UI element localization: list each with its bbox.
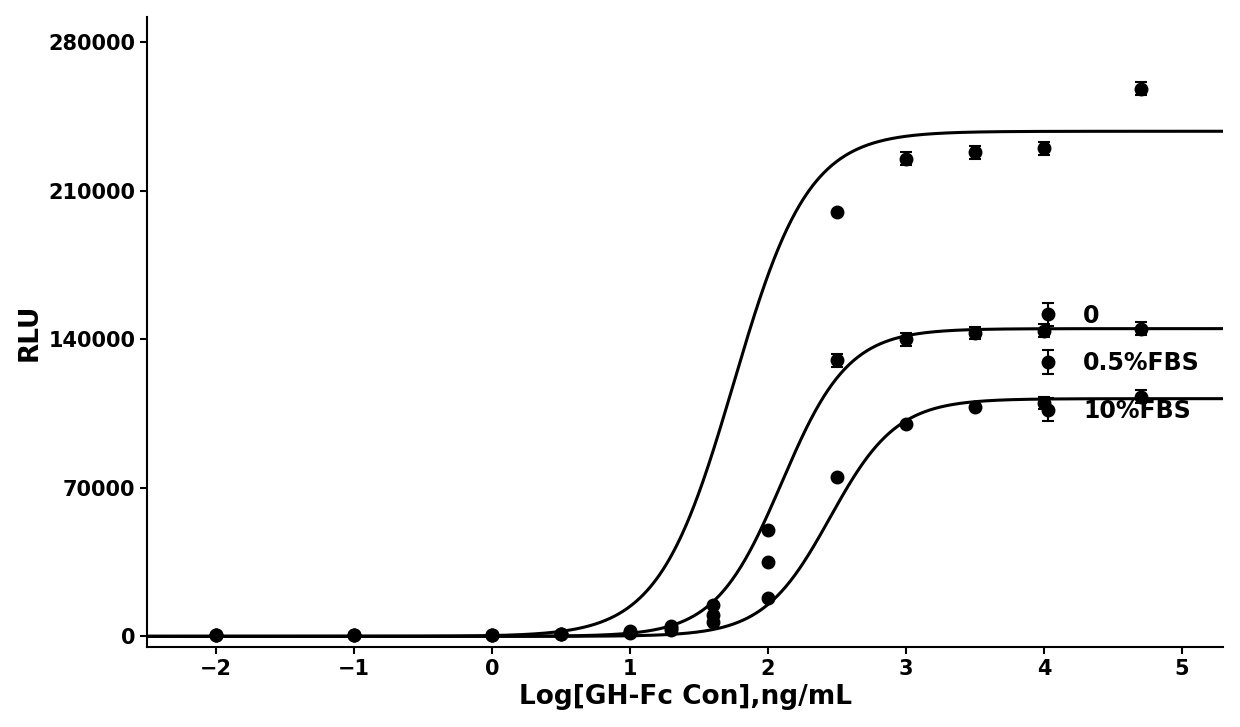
Y-axis label: RLU: RLU <box>16 303 42 361</box>
Legend: 0, 0.5%FBS, 10%FBS: 0, 0.5%FBS, 10%FBS <box>1012 292 1211 435</box>
X-axis label: Log[GH-Fc Con],ng/mL: Log[GH-Fc Con],ng/mL <box>518 684 852 710</box>
